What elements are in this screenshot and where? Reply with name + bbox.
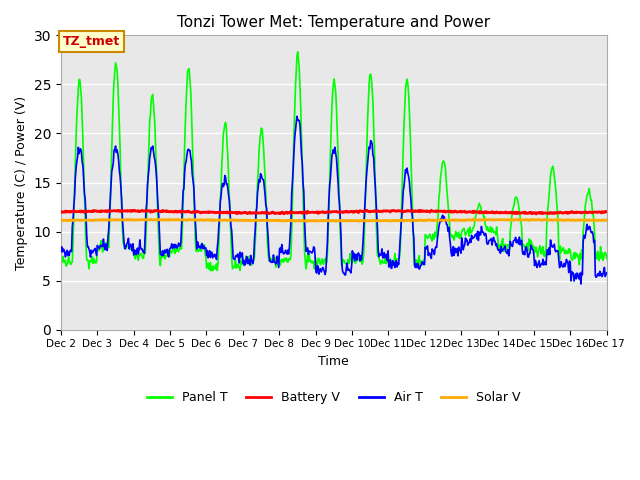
Y-axis label: Temperature (C) / Power (V): Temperature (C) / Power (V) [15,96,28,270]
Legend: Panel T, Battery V, Air T, Solar V: Panel T, Battery V, Air T, Solar V [141,386,526,409]
Text: TZ_tmet: TZ_tmet [63,35,120,48]
Title: Tonzi Tower Met: Temperature and Power: Tonzi Tower Met: Temperature and Power [177,15,490,30]
X-axis label: Time: Time [319,355,349,368]
